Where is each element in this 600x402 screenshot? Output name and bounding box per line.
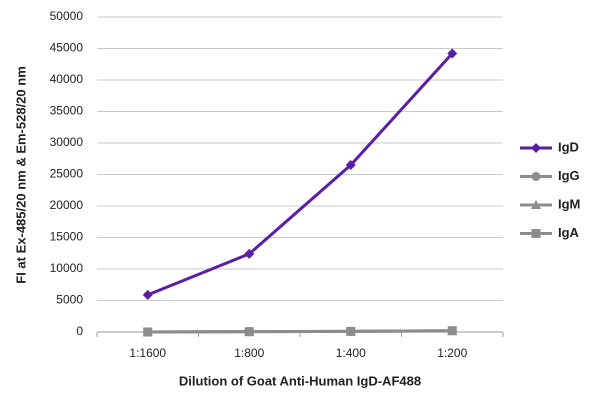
y-tick-label: 25000 [50, 167, 84, 181]
y-tick-label: 40000 [50, 72, 84, 86]
data-point [346, 326, 356, 336]
legend-marker [531, 172, 541, 181]
y-tick-label: 50000 [50, 9, 84, 23]
x-tick-label: 1:200 [437, 346, 467, 360]
legend-label: IgG [558, 168, 580, 183]
series-line [147, 329, 453, 334]
y-tick-label: 15000 [50, 230, 84, 244]
data-point [244, 248, 255, 259]
data-point [143, 327, 153, 337]
y-tick-label: 30000 [50, 135, 84, 149]
x-axis-title: Dilution of Goat Anti-Human IgD-AF488 [179, 373, 421, 388]
legend-label: IgM [558, 196, 580, 211]
data-point [244, 327, 254, 337]
y-tick-label: 10000 [50, 261, 84, 275]
x-tick-label: 1:1600 [129, 346, 166, 360]
x-tick-label: 1:800 [234, 346, 264, 360]
y-axis-title: FI at Ex-485/20 nm & Em-528/20 nm [13, 66, 28, 283]
legend-marker [531, 143, 541, 153]
legend-label: IgA [558, 225, 580, 240]
legend-label: IgD [558, 139, 579, 154]
data-point [142, 289, 153, 300]
data-point [447, 326, 457, 336]
y-tick-label: 5000 [56, 293, 83, 307]
x-tick-label: 1:400 [336, 346, 366, 360]
legend-marker [531, 229, 541, 238]
data-point [345, 160, 356, 171]
legend-marker [531, 200, 541, 209]
y-tick-label: 35000 [50, 104, 84, 118]
series-line [147, 52, 454, 297]
data-point [447, 48, 458, 59]
y-tick-label: 20000 [50, 198, 84, 212]
y-tick-label: 0 [76, 324, 83, 338]
y-tick-label: 45000 [50, 41, 84, 55]
